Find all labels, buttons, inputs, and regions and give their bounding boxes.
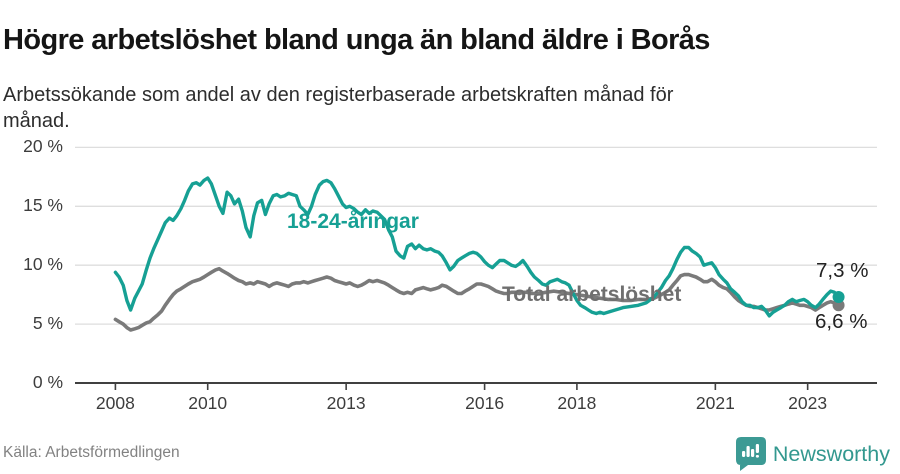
end-value-label-youth: 7,3 %: [816, 259, 869, 282]
page-title: Högre arbetslöshet bland unga än bland ä…: [3, 24, 710, 57]
series-label-total: Total arbetslöshet: [502, 283, 682, 306]
y-tick-label: 15 %: [23, 195, 63, 216]
x-tick-label: 2018: [557, 393, 597, 413]
exclamation-dot-icon: [755, 455, 759, 458]
series-line-youth: [113, 176, 841, 318]
exclamation-bar-icon: [755, 444, 759, 453]
newsworthy-logo-text: Newsworthy: [772, 441, 890, 466]
series-label-youth: 18-24-åringar: [287, 210, 419, 233]
y-tick-label: 10 %: [23, 254, 63, 275]
bar-icon-medium: [750, 449, 755, 457]
newsworthy-logo-icon: [735, 437, 766, 471]
x-tick-label: 2021: [695, 393, 735, 413]
y-tick-label: 5 %: [32, 313, 63, 334]
page-subtitle: Arbetssökande som andel av den registerb…: [3, 84, 674, 132]
x-tick-label: 2013: [326, 393, 366, 413]
end-value-label-total: 6,6 %: [815, 310, 868, 333]
x-tick-label: 2016: [465, 393, 505, 413]
bar-icon-tall: [746, 446, 750, 457]
series-end-dot-youth: [832, 291, 845, 304]
source-note: Källa: Arbetsförmedlingen: [3, 444, 180, 461]
y-tick-label: 0 %: [32, 372, 63, 392]
x-tick-label: 2023: [788, 393, 828, 413]
y-tick-label: 20 %: [23, 136, 63, 157]
newsworthy-logo[interactable]: Newsworthy: [735, 437, 890, 471]
bar-icon-short: [741, 451, 746, 457]
x-tick-label: 2010: [188, 393, 228, 413]
x-tick-label: 2008: [95, 393, 135, 413]
series-end-dot-total: [832, 299, 845, 312]
series-line-total: [113, 266, 841, 332]
